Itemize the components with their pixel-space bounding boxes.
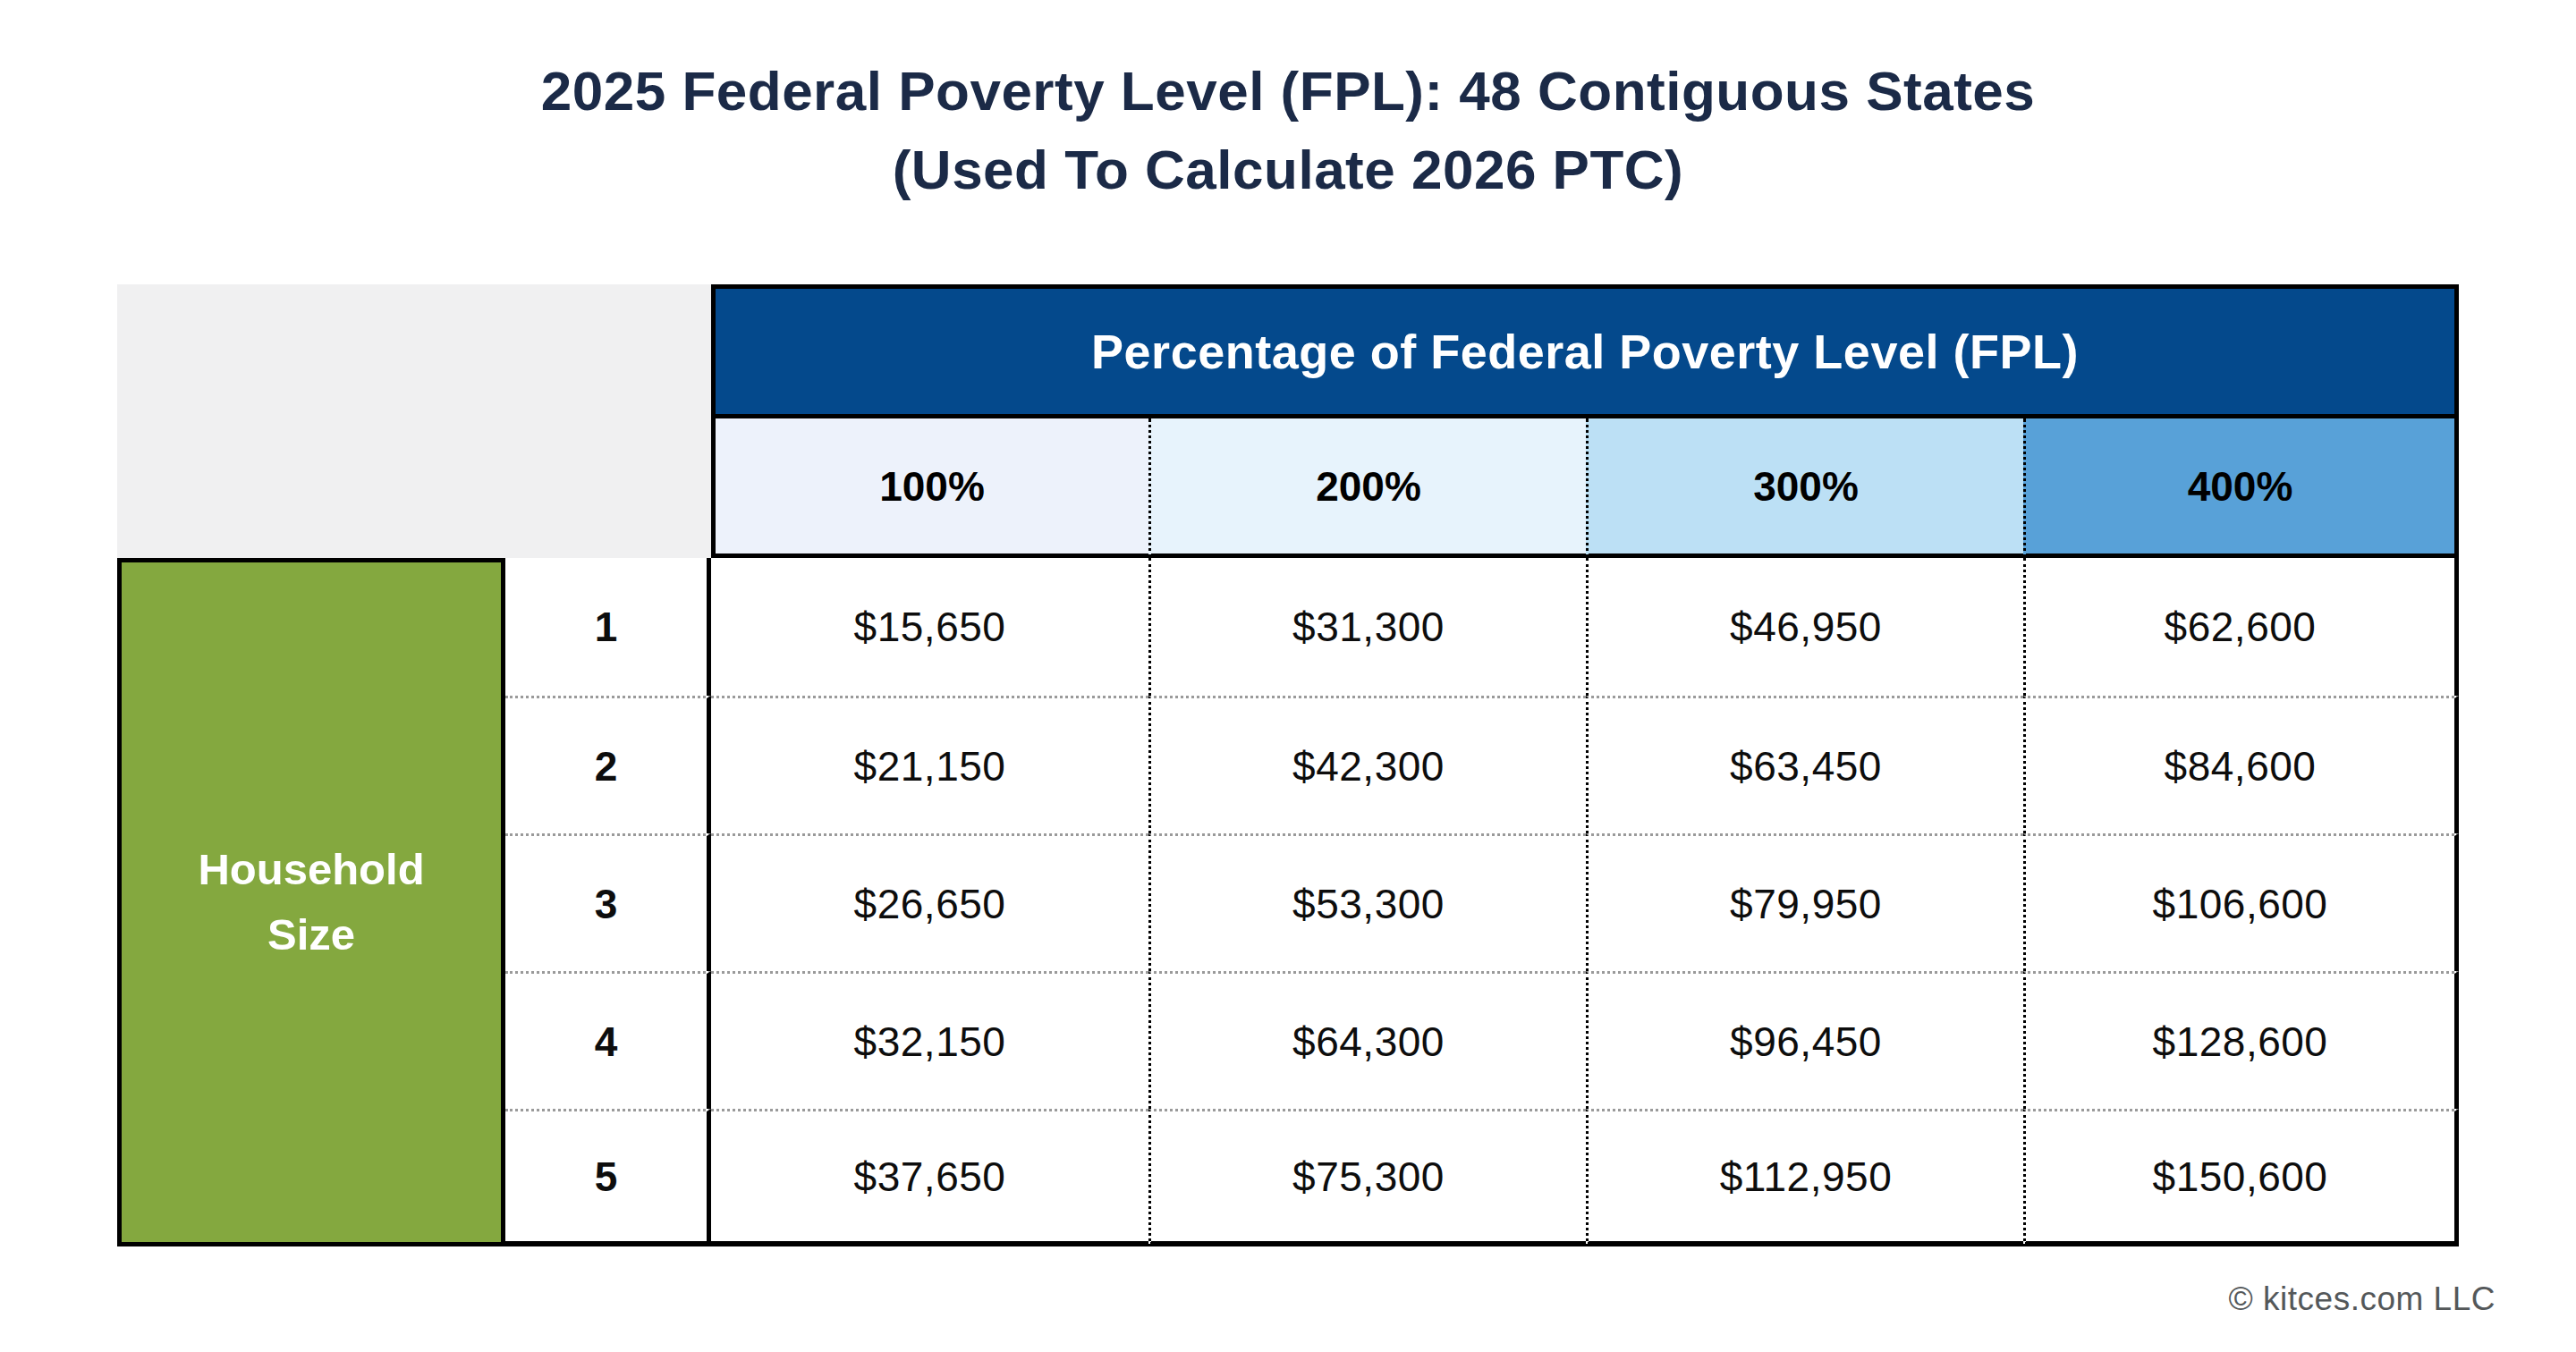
row-label: 4 <box>505 971 711 1109</box>
page-title-line2: (Used To Calculate 2026 PTC) <box>893 139 1684 200</box>
table-cell: $128,600 <box>2023 971 2459 1109</box>
table-cell: $64,300 <box>1148 971 1586 1109</box>
row-label: 3 <box>505 833 711 971</box>
table-cell: $150,600 <box>2023 1109 2459 1246</box>
col-header-200pct: 200% <box>1148 418 1586 558</box>
column-group-header: Percentage of Federal Poverty Level (FPL… <box>711 284 2459 418</box>
table-cell: $53,300 <box>1148 833 1586 971</box>
table-cell: $37,650 <box>711 1109 1148 1246</box>
table-cell: $75,300 <box>1148 1109 1586 1246</box>
corner-blank-cell <box>117 284 711 558</box>
col-header-300pct: 300% <box>1586 418 2023 558</box>
table-cell: $62,600 <box>2023 558 2459 696</box>
table-cell: $96,450 <box>1586 971 2023 1109</box>
fpl-table: Percentage of Federal Poverty Level (FPL… <box>117 284 2459 1246</box>
copyright-text: © kitces.com LLC <box>2229 1280 2496 1318</box>
page-title-line1: 2025 Federal Poverty Level (FPL): 48 Con… <box>541 60 2035 122</box>
table-cell: $46,950 <box>1586 558 2023 696</box>
page: 2025 Federal Poverty Level (FPL): 48 Con… <box>0 0 2576 1352</box>
row-label: 5 <box>505 1109 711 1246</box>
table-cell: $31,300 <box>1148 558 1586 696</box>
col-header-400pct: 400% <box>2023 418 2459 558</box>
table-cell: $63,450 <box>1586 696 2023 833</box>
table-cell: $79,950 <box>1586 833 2023 971</box>
table-cell: $112,950 <box>1586 1109 2023 1246</box>
table-cell: $21,150 <box>711 696 1148 833</box>
table-cell: $15,650 <box>711 558 1148 696</box>
household-size-label: Household Size <box>198 837 424 968</box>
page-title: 2025 Federal Poverty Level (FPL): 48 Con… <box>0 52 2576 209</box>
row-label: 1 <box>505 558 711 696</box>
table-cell: $84,600 <box>2023 696 2459 833</box>
table-cell: $106,600 <box>2023 833 2459 971</box>
table-cell: $32,150 <box>711 971 1148 1109</box>
col-header-100pct: 100% <box>711 418 1148 558</box>
table-cell: $26,650 <box>711 833 1148 971</box>
row-group-header-household-size: Household Size <box>117 558 505 1246</box>
row-label: 2 <box>505 696 711 833</box>
table-cell: $42,300 <box>1148 696 1586 833</box>
